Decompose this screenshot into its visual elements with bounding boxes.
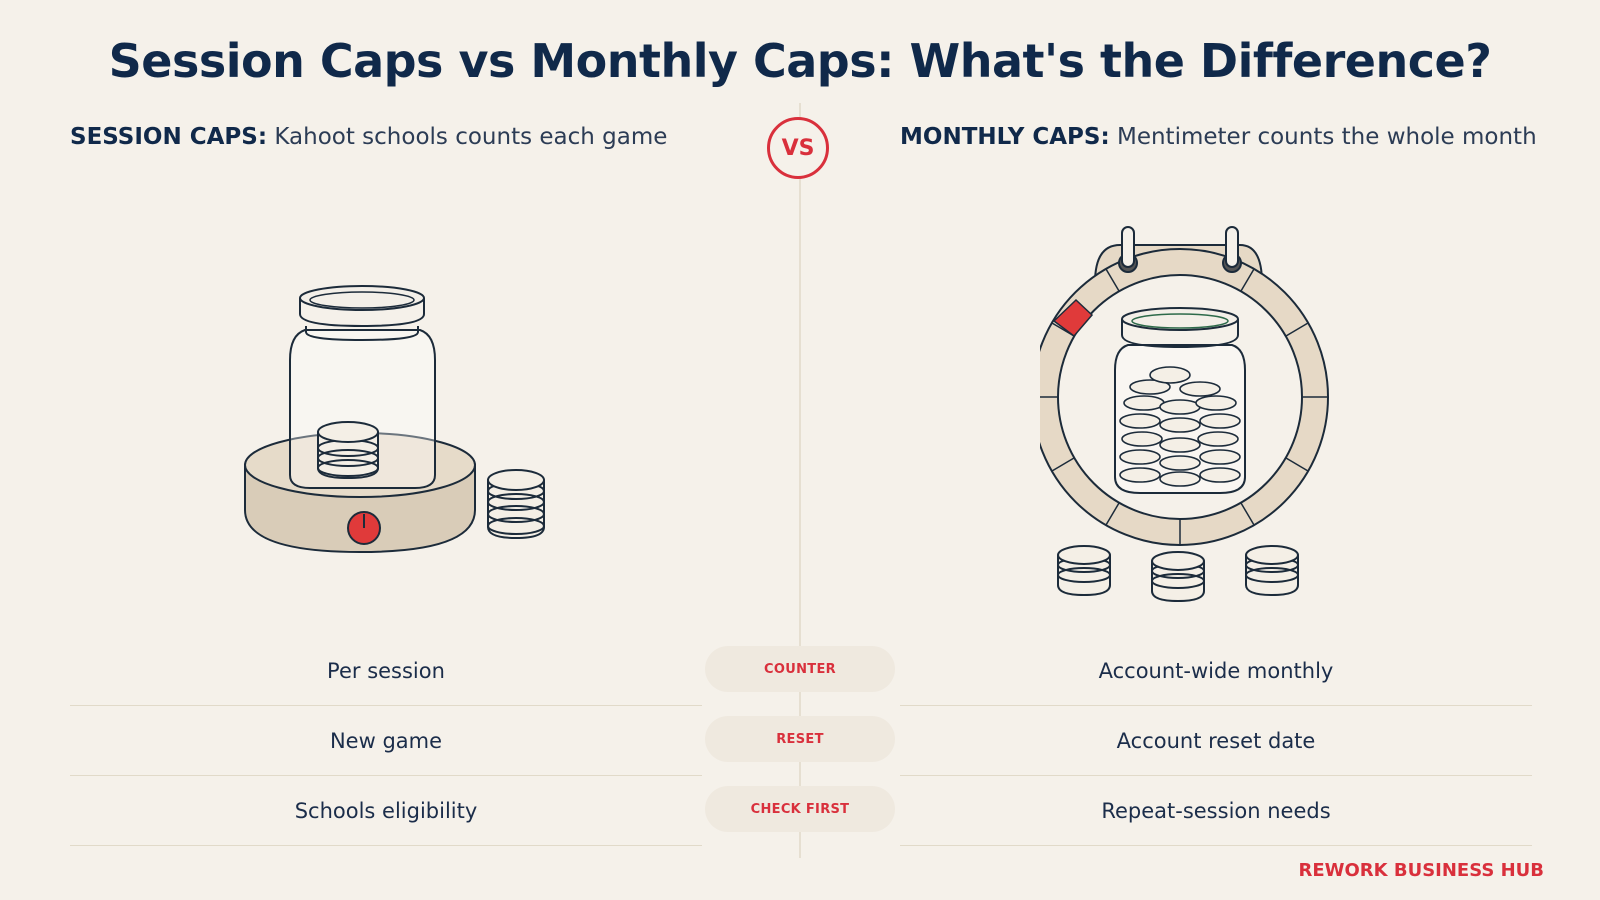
brand-footer: REWORK BUSINESS HUB bbox=[1298, 860, 1544, 881]
monthly-caps-heading: MONTHLY CAPS: Mentimeter counts the whol… bbox=[900, 124, 1537, 150]
session-row-reset: New game bbox=[70, 706, 702, 776]
jar-with-coins-on-timer-base-icon bbox=[244, 285, 545, 554]
session-row-check-first: Schools eligibility bbox=[70, 776, 702, 846]
center-divider bbox=[799, 103, 801, 858]
session-caps-heading-text: Kahoot schools counts each game bbox=[274, 124, 668, 150]
label-check-first: CHECK FIRST bbox=[705, 786, 895, 832]
label-counter: COUNTER bbox=[705, 646, 895, 692]
session-row-counter: Per session bbox=[70, 636, 702, 706]
label-reset: RESET bbox=[705, 716, 895, 762]
monthly-row-reset: Account reset date bbox=[900, 706, 1532, 776]
session-caps-heading-bold: SESSION CAPS: bbox=[70, 124, 268, 150]
page-title: Session Caps vs Monthly Caps: What's the… bbox=[108, 34, 1492, 88]
monthly-row-check-first: Repeat-session needs bbox=[900, 776, 1532, 846]
monthly-caps-heading-bold: MONTHLY CAPS: bbox=[900, 124, 1110, 150]
monthly-caps-heading-text: Mentimeter counts the whole month bbox=[1116, 124, 1537, 150]
session-caps-heading: SESSION CAPS: Kahoot schools counts each… bbox=[70, 124, 667, 150]
vs-badge: VS bbox=[767, 117, 829, 179]
calendar-ring-with-coin-jar-icon bbox=[1040, 226, 1329, 603]
monthly-row-counter: Account-wide monthly bbox=[900, 636, 1532, 706]
